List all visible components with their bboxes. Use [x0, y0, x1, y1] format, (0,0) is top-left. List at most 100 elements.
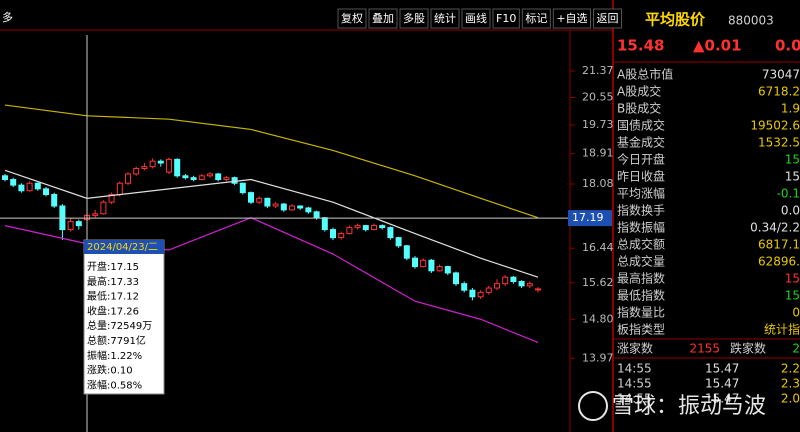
candle-body — [116, 182, 123, 196]
candle-body — [387, 227, 394, 239]
candle-body — [371, 225, 377, 231]
toolbar-button-label: 返回 — [597, 12, 619, 25]
candle-body — [125, 173, 131, 184]
toolbar-button[interactable] — [368, 8, 398, 29]
toolbar-button[interactable] — [399, 8, 429, 29]
tooltip-row: 开盘:17.15 — [87, 260, 139, 273]
candle-body — [34, 182, 41, 190]
quote-label: 今日开盘 — [617, 152, 665, 167]
candle-body — [248, 192, 254, 203]
y-tick-label: 20.55 — [582, 90, 614, 103]
quote-label: 指数换手 — [617, 203, 665, 218]
quote-value: 73047 — [762, 68, 800, 82]
toolbar-button[interactable] — [552, 8, 592, 29]
index-name: 平均股价 — [645, 11, 706, 29]
y-tick-label: 18.08 — [582, 177, 614, 190]
price-change: ▲0.01 — [693, 37, 742, 55]
candle-body — [485, 287, 492, 293]
toolbar-button[interactable] — [461, 8, 491, 29]
quote-label: 总成交额 — [617, 237, 665, 252]
candle-body — [100, 201, 107, 215]
tick-price: 15.47 — [705, 362, 739, 376]
quote-value: 15 — [785, 289, 800, 303]
candle-body — [510, 276, 517, 283]
crosshair-label-box — [568, 210, 612, 227]
quote-label: 昨日收盘 — [617, 169, 665, 184]
tick-volume: 2.0 — [781, 392, 800, 406]
quote-label: 最低指数 — [617, 288, 665, 303]
candle-body — [494, 283, 500, 289]
candle-body — [182, 175, 189, 179]
quote-label: 指数量比 — [617, 305, 665, 320]
candle-body — [395, 237, 402, 247]
toolbar-button-label: 多股 — [403, 11, 425, 25]
tick-price: 15.47 — [705, 377, 739, 391]
candle-body — [379, 225, 386, 229]
candle-body — [190, 177, 197, 181]
quote-value: 0 — [792, 306, 800, 320]
candle-body — [444, 266, 451, 274]
candle-body — [215, 173, 222, 181]
tick-time: 14:55 — [617, 377, 652, 391]
toolbar-button[interactable] — [521, 8, 551, 29]
quote-label: 总成交量 — [617, 254, 665, 269]
candle-body — [502, 276, 509, 285]
candle-body — [428, 259, 435, 272]
candle-body — [469, 289, 476, 298]
plot: 21.37 20.55 19.73 18.91 18.08 16.44 15.62 14.80… — [0, 35, 614, 432]
toolbar-button[interactable] — [337, 8, 367, 29]
toolbar-button[interactable] — [430, 8, 460, 29]
toolbar-button-label: 复权 — [341, 11, 363, 25]
tooltip-row: 最低:17.12 — [87, 290, 139, 303]
toolbar-button-label: F10 — [496, 12, 516, 25]
y-tick-label: 15.62 — [582, 276, 614, 289]
candle-body — [75, 221, 82, 227]
breadth-up: 2155 — [689, 342, 720, 356]
quote-value: 统计指 — [764, 322, 800, 337]
quote-panel: 平均股价 880003 15.48 ▲0.01 0.06 A股总市值 73047 A… — [614, 11, 800, 406]
y-tick-label: 19.73 — [582, 118, 614, 131]
crosshair-label: 17.19 — [572, 211, 604, 224]
quote-value: 19502.6 — [750, 119, 800, 133]
candle-body — [461, 283, 468, 291]
candle-body — [141, 166, 148, 169]
quote-value: 15 — [785, 153, 800, 167]
quote-label: A股总市值 — [617, 67, 673, 82]
candle-body — [453, 272, 459, 285]
indicator-line — [4, 104, 539, 219]
candle-body — [535, 288, 541, 291]
quote-value: 0.0 — [781, 204, 800, 218]
tooltip-row: 涨幅:0.58% — [87, 378, 142, 391]
toolbar-button-label: 画线 — [465, 11, 487, 25]
candle-body — [313, 211, 320, 219]
quote-label: 基金成交 — [617, 135, 665, 150]
toolbar-button[interactable] — [593, 8, 623, 29]
toolbar-button[interactable] — [492, 8, 520, 29]
candle-body — [157, 160, 164, 164]
tooltip-box — [83, 239, 165, 395]
tooltip-date: 2024/04/23/二 — [87, 242, 158, 253]
candle-body — [297, 205, 304, 209]
candle-body — [346, 227, 353, 235]
candle-body — [354, 225, 361, 229]
indicator-line — [4, 169, 539, 278]
candle-body — [256, 197, 263, 203]
quote-label: A股成交 — [617, 84, 661, 99]
watermark-text: 雪球：振动与波 — [612, 394, 766, 419]
candle-body — [10, 179, 17, 186]
candle-body — [133, 167, 140, 175]
breadth-down: 2 — [792, 342, 800, 356]
last-price: 15.48 — [617, 37, 664, 55]
candle-body — [330, 229, 336, 239]
candle-body — [43, 188, 49, 196]
candle-body — [51, 194, 58, 207]
tick-price: 15.47 — [705, 392, 739, 406]
quote-value: 62896. — [758, 255, 800, 269]
quote-value: 0.34/2.2 — [750, 221, 800, 235]
y-tick-label: 14.80 — [582, 312, 614, 325]
candle-body — [420, 259, 427, 268]
candle-body — [198, 175, 205, 181]
candle-body — [436, 266, 443, 272]
candle-body — [403, 245, 410, 259]
